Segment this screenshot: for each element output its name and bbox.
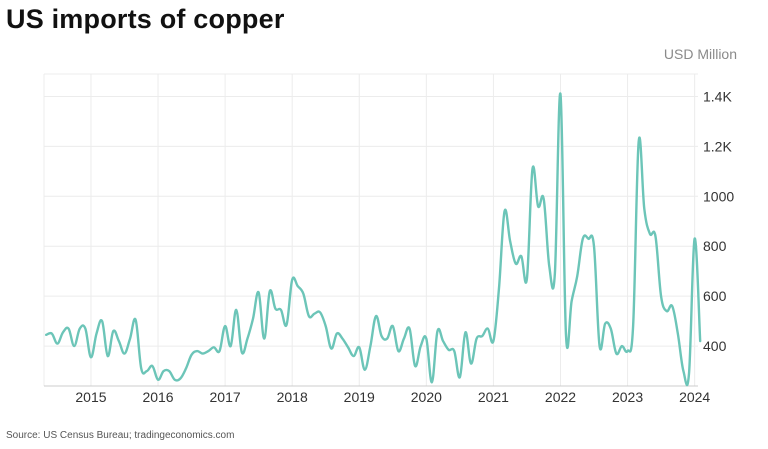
y-tick-label: 400 — [703, 338, 727, 354]
x-tick-label: 2021 — [478, 389, 509, 405]
chart-title: US imports of copper — [6, 4, 285, 34]
y-tick-label: 800 — [703, 238, 727, 254]
x-tick-labels: 2015 2016 2017 2018 2019 2020 2021 2022 2023 2024 — [75, 389, 710, 405]
x-tick-label: 2018 — [277, 389, 308, 405]
x-tick-label: 2016 — [142, 389, 173, 405]
x-tick-label: 2017 — [210, 389, 241, 405]
x-tick-label: 2024 — [679, 389, 710, 405]
y-tick-labels: 400 600 800 1000 1.2K 1.4K — [703, 88, 734, 354]
y-tick-label: 1.4K — [703, 88, 732, 104]
unit-label: USD Million — [663, 46, 737, 62]
x-tick-label: 2015 — [75, 389, 106, 405]
grid-lines — [43, 73, 698, 386]
x-tick-label: 2023 — [612, 389, 643, 405]
x-tick-label: 2022 — [545, 389, 576, 405]
source-note: Source: US Census Bureau; tradingeconomi… — [6, 430, 235, 441]
series-line — [45, 92, 702, 387]
y-tick-label: 1.2K — [703, 138, 732, 154]
x-tick-label: 2019 — [344, 389, 375, 405]
x-tick-label: 2020 — [411, 389, 442, 405]
y-tick-label: 1000 — [703, 188, 734, 204]
y-tick-label: 600 — [703, 288, 727, 304]
